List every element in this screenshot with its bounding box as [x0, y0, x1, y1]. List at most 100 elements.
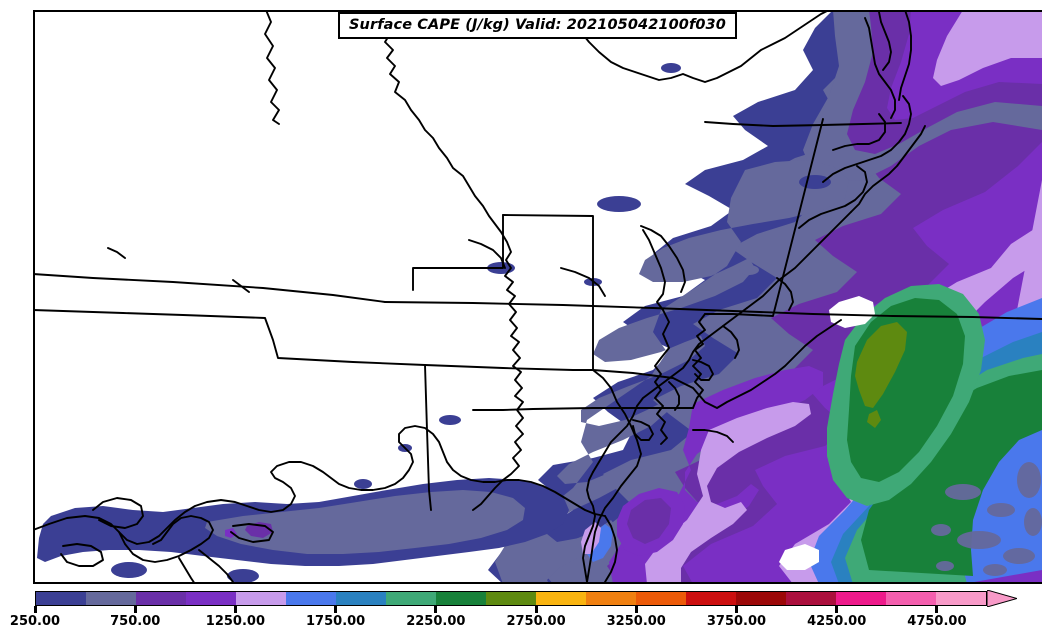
coastline-ga-islands — [632, 419, 654, 441]
colorbar-tick-label-2750: 2750.00 — [506, 614, 566, 629]
border-georgia-sc — [586, 369, 642, 583]
colorbar-segment-4500 — [886, 592, 936, 605]
border-sc-nc — [592, 319, 842, 409]
cape-patch-h — [597, 196, 641, 212]
cape-patch-j — [111, 562, 147, 578]
border-nc-diagonal — [502, 214, 594, 371]
border-virginia-nc-east — [704, 121, 902, 127]
colorbar-tick-label-2250: 2250.00 — [406, 614, 466, 629]
colorbar-tick-3750 — [734, 606, 738, 613]
colorbar-labels: 250.00 750.00 1250.00 1750.00 2250.00 2750.00… — [0, 614, 1042, 632]
colorbar-tick-label-1250: 1250.00 — [205, 614, 266, 629]
coastline-gulf — [33, 425, 606, 545]
cape-fl-blob-2 — [627, 498, 671, 544]
border-mississippi-river — [382, 10, 524, 511]
river-inland-5 — [232, 279, 250, 293]
map-title-box: Surface CAPE (J/kg) Valid: 202105042100f… — [338, 12, 737, 39]
colorbar-tick-label-4750: 4750.00 — [907, 614, 967, 629]
colorbar-segment-250 — [36, 592, 86, 605]
coastline-delta-birdsfoot2 — [178, 557, 196, 584]
colorbar-ticks — [0, 606, 1042, 614]
colorbar-tick-2250 — [434, 606, 438, 613]
colorbar-tick-1750 — [334, 606, 338, 613]
coastline-ms-islands — [230, 523, 274, 543]
colorbar-container: 250.00 750.00 1250.00 1750.00 2250.00 2750.00… — [0, 586, 1042, 633]
colorbar-tick-4250 — [835, 606, 839, 613]
colorbar-segment-1500 — [286, 592, 336, 605]
coastline-atlantic-ga — [592, 307, 748, 473]
river-inland-4 — [692, 429, 734, 443]
cape-patch-f — [661, 63, 681, 73]
colorbar-segment-2500 — [486, 592, 536, 605]
geography-outline-layer — [33, 10, 1042, 584]
colorbar-tick-750 — [133, 606, 137, 613]
border-kentucky-north — [264, 10, 280, 125]
colorbar-segment-4250 — [836, 592, 886, 605]
colorbar-segment-3750 — [736, 592, 786, 605]
colorbar-tick-label-3750: 3750.00 — [706, 614, 767, 629]
cape-fl-blue — [587, 524, 613, 562]
colorbar-segment-2250 — [436, 592, 486, 605]
cape-midatlantic-1250 — [933, 10, 1042, 86]
colorbar-segment-4000 — [786, 592, 836, 605]
colorbar-segment-500 — [86, 592, 136, 605]
border-tennessee-north — [384, 301, 1042, 320]
cape-patch-i — [739, 265, 759, 275]
coastline-albemarle — [832, 113, 886, 151]
coastline-la-islands — [60, 543, 104, 567]
colorbar-tick-label-1750: 1750.00 — [306, 614, 366, 629]
colorbar-tick-label-250: 250.00 — [9, 614, 61, 629]
atlantic-cape-core — [827, 284, 985, 506]
coastline-florida-west — [604, 515, 618, 583]
border-virginia-nc — [704, 118, 824, 317]
coastline-atlantic-nc-outerbanks — [850, 125, 926, 213]
coastline-delta-birdsfoot — [198, 549, 234, 583]
cape-patch-d — [354, 479, 372, 489]
cape-gulf-500 — [205, 490, 525, 554]
colorbar-tick-250 — [33, 606, 37, 613]
coastline-pamlico-sound — [798, 165, 868, 229]
border-arkansas-north — [33, 273, 386, 303]
river-inland-2 — [468, 239, 506, 269]
colorbar-tick-1250 — [233, 606, 237, 613]
river-inland-3 — [560, 267, 606, 297]
colorbar-segment-4750 — [936, 592, 986, 605]
colorbar-tick-label-4250: 4250.00 — [807, 614, 867, 629]
cape-patch-k — [227, 569, 259, 583]
colorbar-segment-3500 — [686, 592, 736, 605]
border-arkansas-south — [33, 309, 426, 366]
coastline-louisiana-delta — [118, 515, 214, 563]
map-canvas[interactable] — [33, 10, 1042, 584]
coastline-florida-peninsula — [582, 471, 596, 583]
coastline-la-bay-2 — [92, 497, 144, 529]
coastline-delmarva — [898, 10, 912, 101]
colorbar-tick-4750 — [935, 606, 939, 613]
colorbar-segment-1000 — [186, 592, 236, 605]
cape-carolina-tongue — [495, 160, 849, 584]
coastline-outer-banks — [822, 95, 912, 183]
colorbar-extend-arrow — [987, 590, 1017, 607]
river-inland-1 — [640, 225, 686, 293]
coastline-charleston — [722, 325, 740, 359]
colorbar-tick-label-750: 750.00 — [110, 614, 161, 629]
border-nc-top — [412, 214, 504, 291]
colorbar-tick-label-3250: 3250.00 — [606, 614, 666, 629]
map-panel[interactable] — [33, 10, 1042, 584]
colorbar-segment-2000 — [386, 592, 436, 605]
cape-band-2250 — [861, 370, 1042, 576]
river-tennessee-loop — [642, 229, 670, 445]
colorbar-segment-1750 — [336, 592, 386, 605]
cape-colorbar[interactable] — [35, 591, 987, 606]
river-inland-6 — [107, 247, 126, 259]
map-title-text: Surface CAPE (J/kg) Valid: 202105042100f… — [349, 17, 726, 33]
colorbar-tick-3250 — [634, 606, 638, 613]
coastline-atlantic-sc — [746, 211, 852, 309]
cape-carolina-lightcore2 — [779, 544, 819, 570]
cape-sc-ga-lavender — [645, 402, 811, 584]
border-kentucky-virginia — [566, 10, 830, 83]
colorbar-segment-1250 — [236, 592, 286, 605]
colorbar-segment-3250 — [636, 592, 686, 605]
colorbar-segment-750 — [136, 592, 186, 605]
colorbar-segment-3000 — [586, 592, 636, 605]
